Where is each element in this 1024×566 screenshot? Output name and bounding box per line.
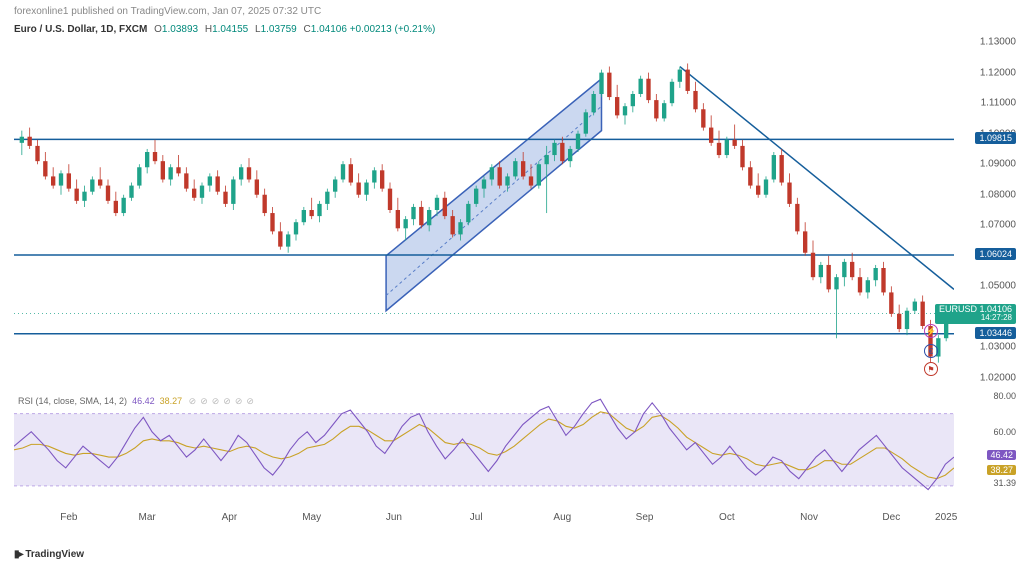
rsi-value-tag: 46.42 bbox=[987, 450, 1016, 460]
price-chart[interactable] bbox=[14, 36, 954, 384]
flag-icon[interactable]: ⚑ bbox=[924, 362, 938, 376]
rsi-chart[interactable] bbox=[14, 392, 954, 504]
ohlc-o: 1.03893 bbox=[162, 24, 198, 35]
time-axis: FebMarAprMayJunJulAugSepOctNovDec2025 bbox=[14, 512, 954, 526]
symbol-bar: Euro / U.S. Dollar, 1D, FXCM O1.03893 H1… bbox=[14, 24, 435, 35]
ohlc-h: 1.04155 bbox=[212, 24, 248, 35]
change: +0.00213 bbox=[350, 24, 392, 35]
change-pct: (+0.21%) bbox=[394, 24, 435, 35]
price-y-axis: 1.020001.030001.040001.050001.060001.070… bbox=[954, 36, 1016, 384]
rsi-value-tag: 38.27 bbox=[987, 465, 1016, 475]
symbol-name: Euro / U.S. Dollar, 1D, FXCM bbox=[14, 24, 147, 35]
ohlc-l: 1.03759 bbox=[261, 24, 297, 35]
rsi-y-axis: 80.0060.0047.1731.3946.4238.27 bbox=[954, 392, 1016, 504]
h-line-label: 1.06024 bbox=[975, 248, 1016, 260]
lightning-icon[interactable]: ⚡ bbox=[924, 324, 938, 338]
tradingview-logo: ▮▸ TradingView bbox=[14, 549, 84, 560]
ohlc-c: 1.04106 bbox=[311, 24, 347, 35]
h-line-label: 1.03446 bbox=[975, 327, 1016, 339]
h-line-label: 1.09815 bbox=[975, 132, 1016, 144]
publisher-line: forexonline1 published on TradingView.co… bbox=[14, 6, 321, 17]
euro-icon[interactable]: € bbox=[924, 344, 938, 358]
current-price-tag: EURUSD 1.0410614:27:28 bbox=[935, 304, 1016, 325]
